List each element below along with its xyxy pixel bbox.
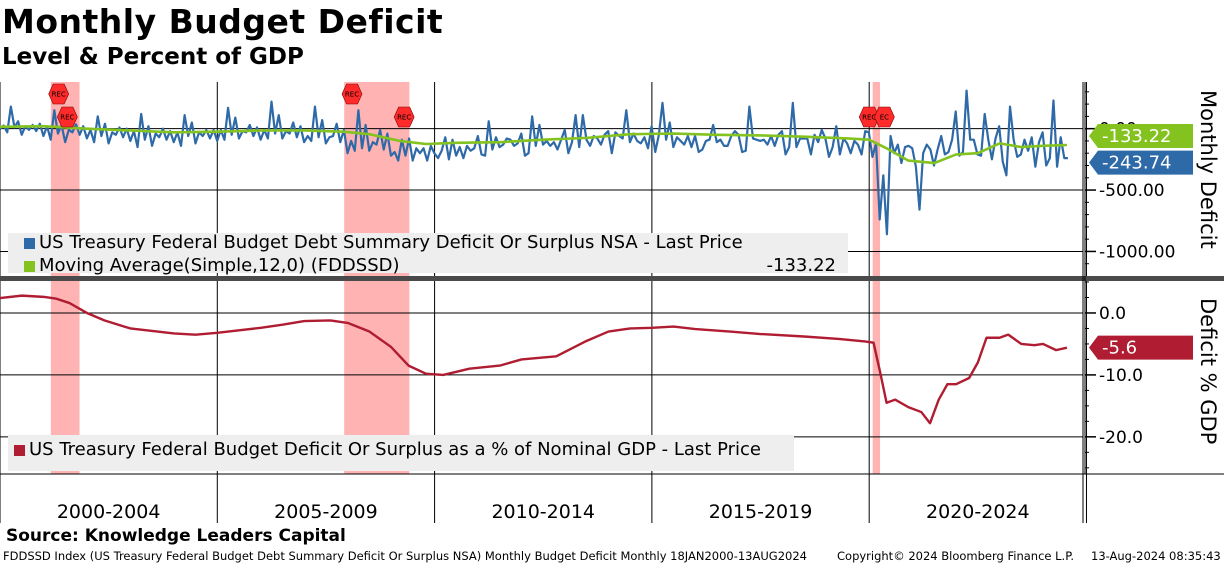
deficit-last-tag-label: -243.74 — [1102, 153, 1171, 174]
legend-swatch-red — [14, 445, 25, 456]
recession-marker — [393, 106, 415, 128]
chart-subtitle: Level & Percent of GDP — [2, 44, 304, 70]
panel-divider — [0, 276, 1224, 281]
source-note: Source: Knowledge Leaders Capital — [6, 526, 346, 546]
series-line-deficit — [0, 89, 1068, 236]
y-tick-label-top: -500.00 — [1099, 181, 1165, 201]
frame — [0, 82, 1224, 523]
deficit-last-tag — [1089, 150, 1193, 175]
y-tick-label-top: -1000.00 — [1099, 242, 1175, 262]
y-tick-label-bottom: -20.0 — [1099, 428, 1143, 448]
axis-title-bottom: Deficit % GDP — [1196, 298, 1220, 444]
legend-label-moving-average: Moving Average(Simple,12,0) (FDDSSD) — [39, 255, 400, 276]
recession-marker — [57, 106, 78, 128]
moving-average-last-tag-label: -133.22 — [1102, 126, 1171, 147]
deficit-gdp-last-tag — [1089, 335, 1193, 360]
series-line-moving-average — [0, 124, 1067, 165]
y-tick-label-bottom: 0.0 — [1099, 304, 1126, 324]
recession-marker — [858, 106, 880, 128]
recession-marker-label: EC — [880, 114, 889, 122]
recession-marker — [874, 106, 895, 128]
legend-label-deficit-gdp: US Treasury Federal Budget Deficit Or Su… — [29, 439, 761, 460]
legend-swatch-green — [24, 261, 35, 272]
recession-marker-label: REC — [60, 114, 74, 122]
recession-marker-label: REC — [862, 114, 876, 122]
axes: 0.00-500.00-1000.000.0-10.0-20.0-133.22-… — [57, 90, 1220, 523]
legend-value-moving-average: -133.22 — [766, 255, 836, 276]
footer-copyright: Copyright© 2024 Bloomberg Finance L.P. — [837, 549, 1074, 563]
recession-marker — [341, 83, 363, 105]
series-line-deficit-gdp — [0, 294, 1068, 425]
chart-title: Monthly Budget Deficit — [2, 2, 444, 41]
legend-label-deficit: US Treasury Federal Budget Debt Summary … — [39, 232, 743, 253]
recession-marker — [48, 83, 69, 105]
legend-item-deficit-gdp[interactable]: US Treasury Federal Budget Deficit Or Su… — [14, 439, 761, 460]
x-period-label: 2020-2024 — [926, 501, 1030, 523]
legend-item-deficit[interactable]: US Treasury Federal Budget Debt Summary … — [24, 232, 743, 253]
x-period-label: 2005-2009 — [274, 501, 378, 523]
recession-marker-label: REC — [397, 114, 411, 122]
moving-average-last-tag — [1089, 124, 1193, 149]
recession-marker-label: REC — [345, 91, 359, 99]
footer-description: FDDSSD Index (US Treasury Federal Budget… — [3, 549, 807, 563]
deficit-gdp-last-tag-label: -5.6 — [1102, 338, 1137, 359]
legend-bottom: US Treasury Federal Budget Deficit Or Su… — [8, 435, 794, 471]
recession-marker-label: REC — [52, 91, 66, 99]
footer: FDDSSD Index (US Treasury Federal Budget… — [3, 549, 1221, 563]
axis-title-top: Monthly Deficit — [1196, 90, 1220, 249]
x-period-label: 2015-2019 — [709, 501, 813, 523]
bottom-panel-series — [0, 294, 1068, 425]
legend-item-moving-average[interactable]: Moving Average(Simple,12,0) (FDDSSD) — [24, 255, 400, 276]
legend-top: US Treasury Federal Budget Debt Summary … — [8, 232, 848, 276]
y-tick-label-bottom: -10.0 — [1099, 366, 1143, 386]
x-period-label: 2000-2004 — [57, 501, 161, 523]
footer-timestamp: 13-Aug-2024 08:35:43 — [1091, 549, 1221, 563]
x-period-label: 2010-2014 — [491, 501, 595, 523]
legend-swatch-blue — [24, 238, 35, 249]
recession-markers: REC REC REC REC REC EC — [48, 83, 895, 128]
top-panel-series — [0, 89, 1068, 236]
